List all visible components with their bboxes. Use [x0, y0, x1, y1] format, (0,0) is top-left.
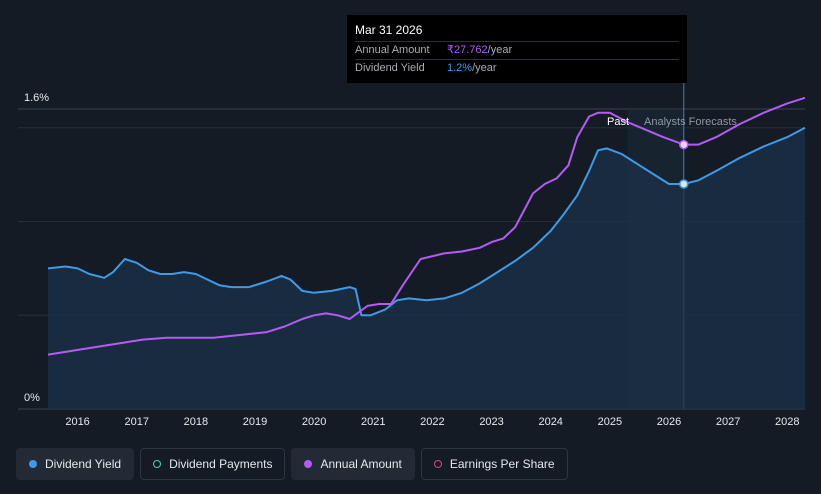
x-tick-label: 2017: [124, 416, 148, 428]
legend-dot-dividend-payments: [153, 460, 162, 468]
tooltip-amount-label: Annual Amount: [355, 44, 430, 56]
x-tick-label: 2027: [716, 416, 740, 428]
series-lines-layer: [47, 96, 806, 356]
annual-amount-line: [47, 96, 806, 356]
legend: Dividend Yield Dividend Payments Annual …: [16, 448, 568, 480]
x-tick-label: 2028: [775, 416, 799, 428]
x-tick-label: 2026: [657, 416, 681, 428]
tooltip-yield-label: Dividend Yield: [355, 62, 425, 74]
forecast-label: Analysts Forecasts: [644, 116, 737, 128]
tooltip: Mar 31 2026 Annual Amount ₹27.762 /year …: [347, 15, 687, 83]
legend-label-dividend-yield: Dividend Yield: [45, 457, 122, 471]
tooltip-amount-row: Annual Amount ₹27.762 /year: [355, 41, 679, 59]
legend-item-dividend-yield[interactable]: Dividend Yield: [16, 448, 135, 480]
past-label: Past: [607, 116, 629, 128]
legend-label-dividend-payments: Dividend Payments: [169, 457, 273, 471]
legend-dot-earnings-per-share: [433, 460, 442, 468]
x-tick-label: 2020: [302, 416, 326, 428]
legend-item-dividend-payments[interactable]: Dividend Payments: [140, 448, 286, 480]
legend-label-earnings-per-share: Earnings Per Share: [449, 457, 555, 471]
tooltip-amount-value: ₹27.762: [447, 44, 488, 56]
x-tick-label: 2025: [598, 416, 622, 428]
tooltip-date: Mar 31 2026: [355, 23, 423, 37]
x-tick-label: 2023: [479, 416, 503, 428]
legend-dot-dividend-yield: [29, 460, 37, 468]
x-tick-label: 2024: [538, 416, 562, 428]
dividend-yield-line: [47, 126, 806, 317]
dividend-yield-area: [48, 127, 805, 410]
highlight-markers-layer: [679, 139, 689, 189]
tooltip-yield-value: 1.2%: [447, 62, 473, 74]
dividend-yield-marker: [679, 179, 689, 189]
tooltip-yield-unit: /year: [472, 62, 497, 74]
x-tick-label: 2016: [65, 416, 89, 428]
y-label-top: 1.6%: [24, 92, 49, 104]
x-tick-label: 2018: [184, 416, 208, 428]
legend-dot-annual-amount: [304, 460, 313, 468]
x-axis-ticks: 2016 2017 2018 2019 2020 2021 2022 2023 2024 2025…: [65, 416, 799, 428]
tooltip-amount-unit: /year: [487, 44, 513, 56]
legend-item-earnings-per-share[interactable]: Earnings Per Share: [420, 448, 568, 480]
legend-item-annual-amount[interactable]: Annual Amount: [291, 448, 415, 480]
annual-amount-marker: [679, 139, 689, 150]
tooltip-yield-row: Dividend Yield 1.2% /year: [355, 59, 679, 77]
legend-label-annual-amount: Annual Amount: [320, 457, 402, 471]
x-tick-label: 2019: [243, 416, 267, 428]
x-tick-label: 2021: [361, 416, 385, 428]
x-tick-label: 2022: [420, 416, 444, 428]
y-label-bottom: 0%: [24, 392, 40, 404]
yield-area-layer: [48, 127, 805, 410]
